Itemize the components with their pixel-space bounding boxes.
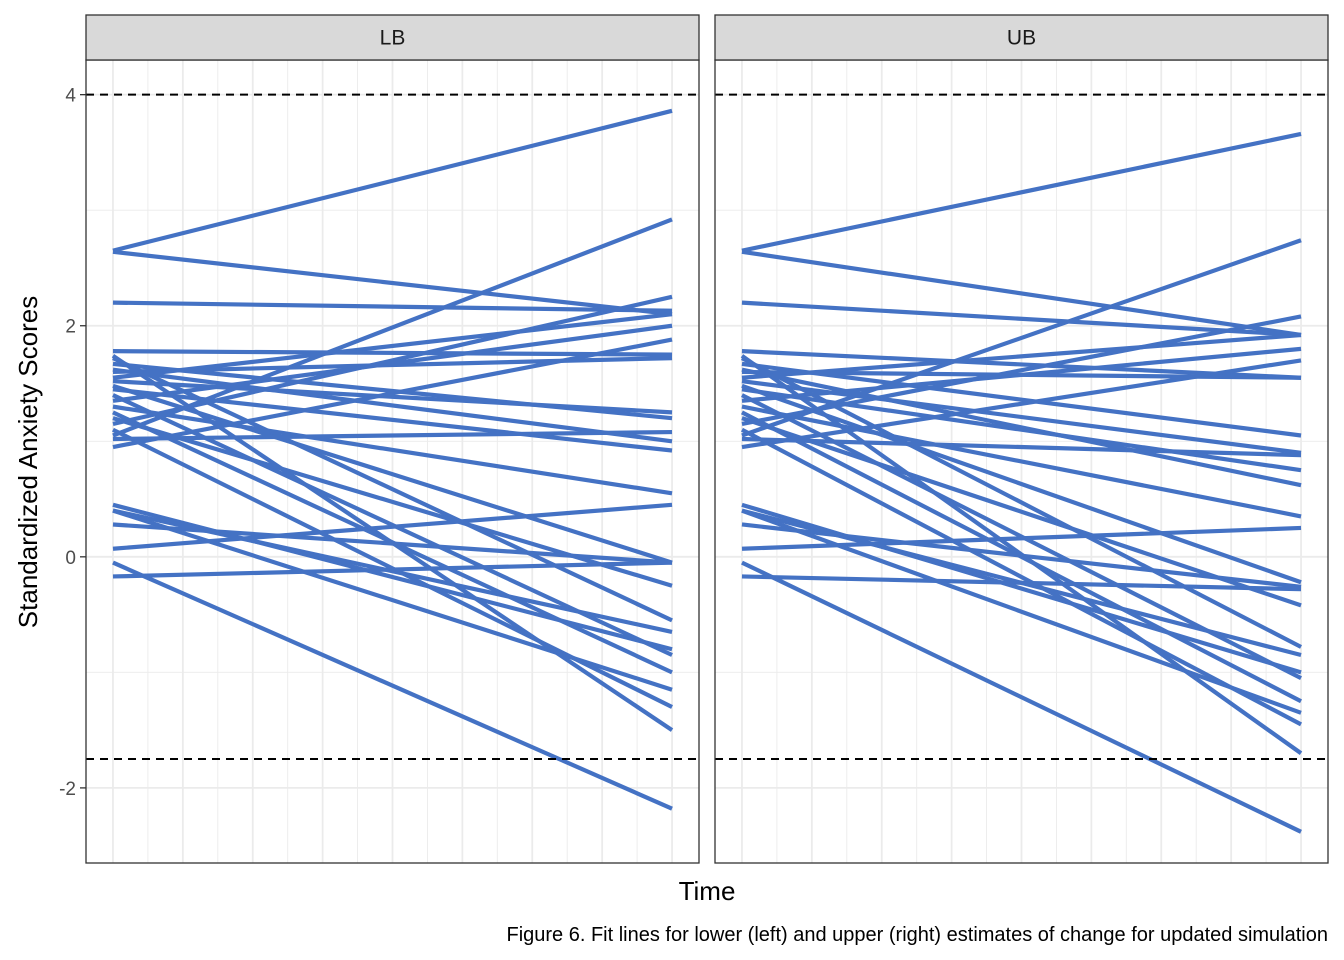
fit-line: [112, 217, 673, 438]
fit-line: [741, 361, 1302, 438]
fit-line: [741, 314, 1302, 427]
fit-line: [741, 404, 1302, 519]
fit-line: [112, 300, 673, 313]
fit-line: [741, 131, 1302, 253]
fit-line: [740, 427, 1303, 727]
fit-line: [112, 294, 673, 426]
fit-line: [112, 323, 673, 403]
facet-strip: [714, 14, 1329, 61]
fit-line: [741, 574, 1302, 592]
fit-line: [740, 354, 1303, 755]
fit-line: [741, 560, 1302, 834]
y-axis-ticks: 4 2 0 -2: [59, 86, 86, 800]
figure-caption: Figure 6. Fit lines for lower (left) and…: [506, 924, 1328, 946]
panel-ub: UB: [714, 14, 1329, 864]
fit-line: [741, 238, 1302, 438]
fit-line: [741, 383, 1302, 585]
fit-line: [741, 332, 1302, 380]
y-tick-label: 0: [65, 548, 76, 569]
fit-line: [112, 337, 673, 450]
fit-line: [111, 354, 674, 732]
fit-line: [112, 383, 673, 565]
fit-line: [112, 560, 673, 579]
fit-line: [112, 560, 673, 811]
y-tick-label: -2: [59, 779, 76, 800]
facet-label: LB: [380, 27, 406, 50]
facet-strip: [85, 14, 700, 61]
fit-line: [112, 249, 673, 317]
fit-line: [741, 416, 1302, 608]
fit-line: [741, 249, 1302, 338]
fit-line: [112, 502, 673, 551]
fit-line: [112, 429, 673, 442]
fit-line: [112, 312, 673, 380]
fit-line: [112, 108, 673, 253]
y-axis-title: Standardized Anxiety Scores: [13, 296, 43, 628]
fit-line: [112, 367, 673, 444]
y-tick-label: 4: [65, 86, 76, 107]
fit-line: [741, 525, 1302, 551]
fit-line: [741, 367, 1302, 488]
fit-line: [741, 346, 1302, 403]
fit-line: [741, 436, 1302, 458]
y-tick-label: 2: [65, 317, 76, 338]
fit-line: [741, 300, 1302, 338]
panel-lb: LB: [85, 14, 700, 864]
x-axis-title: Time: [679, 876, 736, 906]
facet-panels: LB UB: [85, 14, 1329, 864]
fit-line: [112, 349, 673, 357]
fit-line: [112, 404, 673, 496]
fit-line: [741, 358, 1302, 450]
facet-label: UB: [1007, 27, 1036, 50]
